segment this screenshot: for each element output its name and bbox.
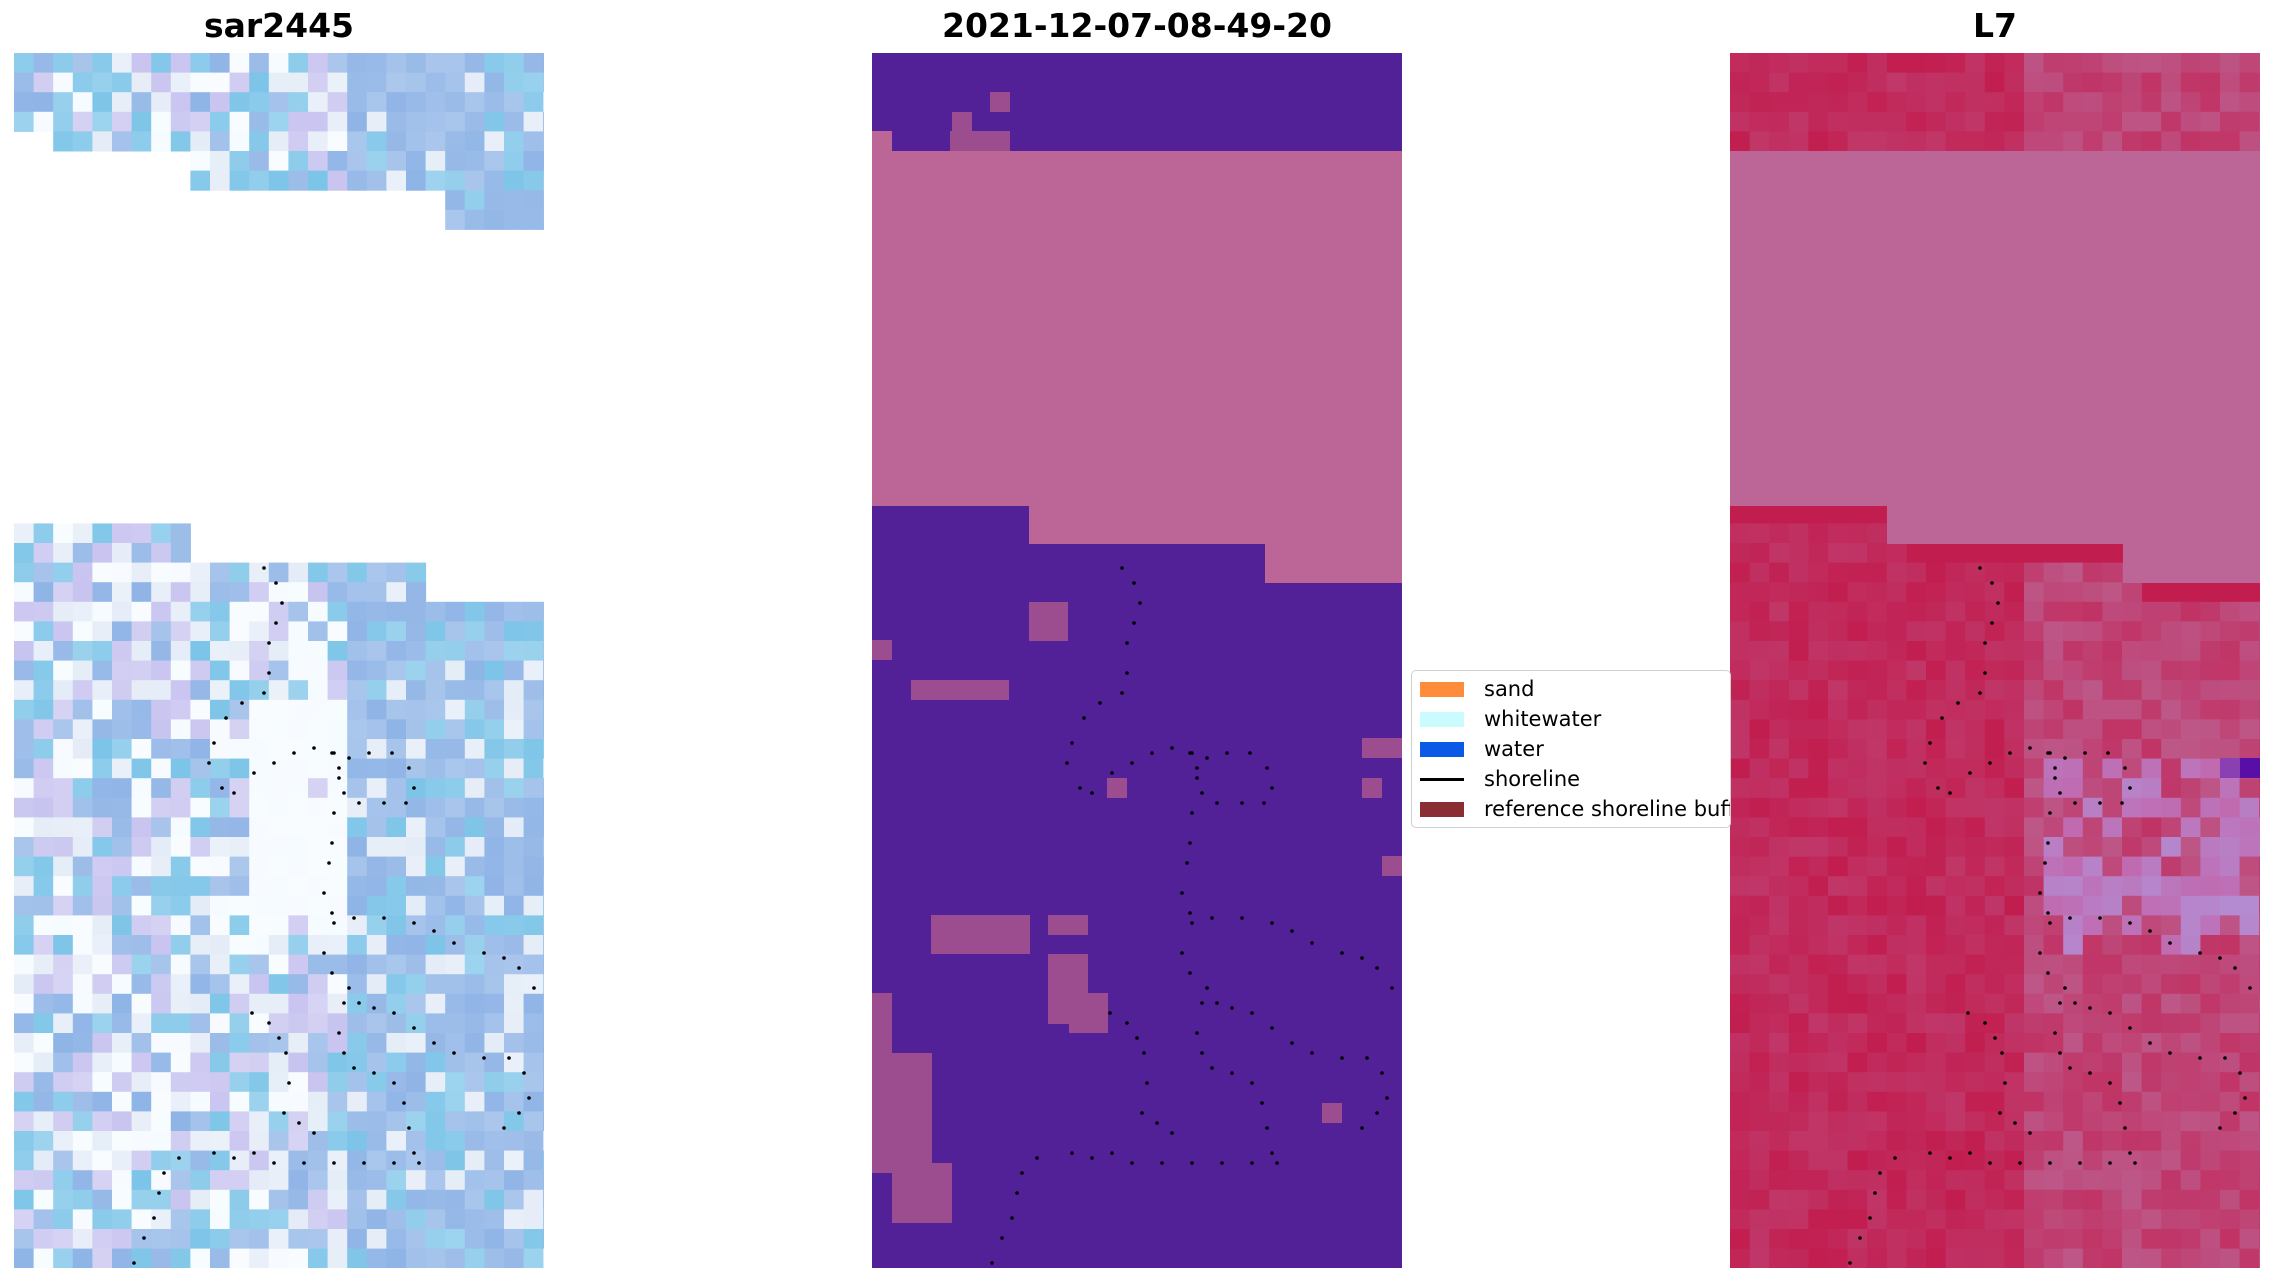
l7-image <box>1730 53 2260 1268</box>
panel-title-l7: L7 <box>1973 6 2017 45</box>
legend-item-sand: sand <box>1420 675 1534 703</box>
panel-title-date: 2021-12-07-08-49-20 <box>942 6 1332 45</box>
panel-title-sar: sar2445 <box>203 6 355 45</box>
legend-label-water: water <box>1484 737 1544 761</box>
legend-swatch-reference-buffer <box>1420 801 1464 817</box>
legend-swatch-sand <box>1420 681 1464 697</box>
legend-item-water: water <box>1420 735 1544 763</box>
legend-label-sand: sand <box>1484 677 1535 701</box>
sar-image <box>14 53 544 1268</box>
legend: sand whitewater water shoreline referenc… <box>1411 670 1731 828</box>
shoreline-dots <box>1848 566 2252 1265</box>
sar-image-panel <box>14 53 544 1268</box>
legend-item-shoreline: shoreline <box>1420 765 1580 793</box>
l7-dark-pixel <box>2240 758 2260 778</box>
shoreline-dots <box>132 566 536 1265</box>
legend-label-whitewater: whitewater <box>1484 707 1602 731</box>
legend-swatch-whitewater <box>1420 711 1464 727</box>
l7-image-panel <box>1730 53 2260 1268</box>
shoreline-dots <box>990 566 1394 1265</box>
legend-label-shoreline: shoreline <box>1484 767 1581 791</box>
legend-item-reference-buffer: reference shoreline buff <box>1420 795 1731 823</box>
classification-image <box>872 53 1402 1268</box>
l7-nodata-region <box>1730 151 2260 506</box>
legend-swatch-water <box>1420 741 1464 757</box>
legend-item-whitewater: whitewater <box>1420 705 1601 733</box>
classification-panel <box>872 53 1402 1268</box>
legend-label-reference-buffer: reference shoreline buff <box>1484 797 1731 821</box>
legend-line-shoreline <box>1420 777 1464 781</box>
